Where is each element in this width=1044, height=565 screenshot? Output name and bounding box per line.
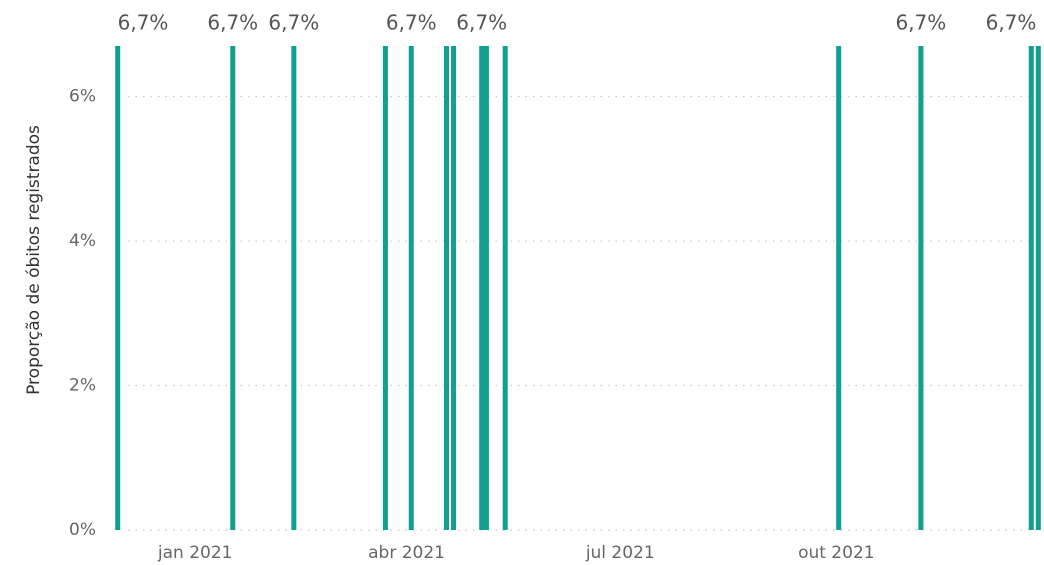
bar [451,46,457,530]
x-tick-label: jul 2021 [585,543,655,563]
data-label: 6,7% [268,11,319,35]
y-tick-label: 2% [69,376,96,396]
x-tick-label: out 2021 [798,543,875,563]
bar [918,46,924,530]
y-tick-label: 4% [69,231,96,251]
bar [1035,46,1041,530]
bar [836,46,842,530]
bar [230,46,236,530]
data-label: 6,7% [456,11,507,35]
data-label: 6,7% [895,11,946,35]
x-tick-label: jan 2021 [157,543,233,563]
bar [443,46,449,530]
bar [408,46,414,530]
bar [115,46,121,530]
bar [502,46,508,530]
bar [479,46,485,530]
y-tick-label: 0% [69,520,96,540]
data-label: 6,7% [207,11,258,35]
x-tick-label: abr 2021 [368,543,445,563]
y-tick-label: 6% [69,87,96,107]
bar [1028,46,1034,530]
y-axis-title: Proporção de óbitos registrados [24,125,44,395]
bar [483,46,489,530]
bar [291,46,297,530]
data-label: 6,7% [118,11,169,35]
data-label: 6,7% [386,11,437,35]
bar [382,46,388,530]
data-label: 6,7% [986,11,1037,35]
